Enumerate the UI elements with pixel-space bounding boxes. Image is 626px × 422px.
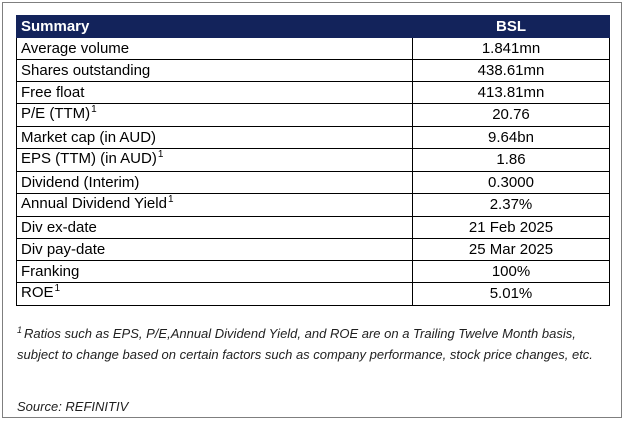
row-value: 2.37% [412, 193, 610, 217]
table-row: Annual Dividend Yield1 2.37% [16, 193, 610, 217]
header-ticker: BSL [412, 15, 610, 38]
table-row: Div ex-date 21 Feb 2025 [16, 216, 610, 239]
header-summary: Summary [16, 15, 413, 38]
row-label: Annual Dividend Yield1 [16, 193, 413, 217]
footnote-marker: 1 [91, 104, 97, 115]
row-value: 21 Feb 2025 [412, 216, 610, 239]
table-row: Franking 100% [16, 260, 610, 283]
row-label: Dividend (Interim) [16, 171, 413, 194]
table-row: P/E (TTM)1 20.76 [16, 103, 610, 127]
source-note: Source: REFINITIV [17, 399, 129, 414]
row-value: 0.3000 [412, 171, 610, 194]
row-value: 1.86 [412, 148, 610, 172]
table-row: Shares outstanding 438.61mn [16, 59, 610, 82]
row-label: Shares outstanding [16, 59, 413, 82]
row-label: Average volume [16, 37, 413, 60]
row-label: EPS (TTM) (in AUD)1 [16, 148, 413, 172]
footnote-marker: 1 [17, 325, 23, 335]
table-row: Div pay-date 25 Mar 2025 [16, 238, 610, 261]
row-label: Franking [16, 260, 413, 283]
row-label: ROE1 [16, 282, 413, 306]
footnote-marker: 1 [157, 149, 164, 160]
table-row: Average volume 1.841mn [16, 37, 610, 60]
table-row: Free float 413.81mn [16, 81, 610, 104]
row-value: 25 Mar 2025 [412, 238, 610, 261]
row-value: 5.01% [412, 282, 610, 306]
row-value: 20.76 [412, 103, 610, 127]
footnote-marker: 1 [167, 194, 174, 205]
footnote: 1 Ratios such as EPS, P/E,Annual Dividend… [17, 324, 612, 365]
row-value: 1.841mn [412, 37, 610, 60]
footnote-marker: 1 [54, 283, 61, 294]
row-value: 100% [412, 260, 610, 283]
row-label: P/E (TTM)1 [16, 103, 413, 127]
footnote-text: Ratios such as EPS, P/E,Annual Dividend … [17, 326, 593, 362]
row-label: Div ex-date [16, 216, 413, 239]
row-value: 9.64bn [412, 126, 610, 149]
table-header-row: Summary BSL [16, 15, 610, 38]
table-row: ROE1 5.01% [16, 282, 610, 306]
row-label: Free float [16, 81, 413, 104]
table-row: EPS (TTM) (in AUD)1 1.86 [16, 148, 610, 172]
summary-table: Summary BSL Average volume 1.841mn Share… [16, 15, 610, 306]
row-label: Div pay-date [16, 238, 413, 261]
row-value: 413.81mn [412, 81, 610, 104]
row-value: 438.61mn [412, 59, 610, 82]
summary-frame: Summary BSL Average volume 1.841mn Share… [2, 2, 622, 418]
row-label: Market cap (in AUD) [16, 126, 413, 149]
table-row: Dividend (Interim) 0.3000 [16, 171, 610, 194]
table-row: Market cap (in AUD) 9.64bn [16, 126, 610, 149]
